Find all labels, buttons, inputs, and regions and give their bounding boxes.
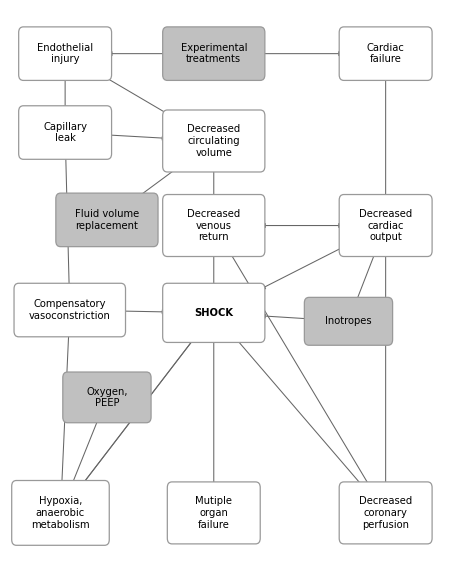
FancyBboxPatch shape (163, 283, 265, 343)
FancyBboxPatch shape (163, 194, 265, 256)
FancyBboxPatch shape (339, 194, 432, 256)
Text: Compensatory
vasoconstriction: Compensatory vasoconstriction (29, 299, 111, 321)
FancyBboxPatch shape (18, 106, 111, 159)
Text: Cardiac
failure: Cardiac failure (367, 43, 405, 64)
FancyBboxPatch shape (12, 481, 109, 545)
Text: Endothelial
injury: Endothelial injury (37, 43, 93, 64)
FancyBboxPatch shape (18, 27, 111, 80)
FancyBboxPatch shape (14, 283, 126, 337)
FancyBboxPatch shape (163, 27, 265, 80)
FancyBboxPatch shape (56, 193, 158, 247)
FancyBboxPatch shape (339, 27, 432, 80)
Text: Capillary
leak: Capillary leak (43, 122, 87, 143)
Text: Inotropes: Inotropes (325, 316, 372, 326)
FancyBboxPatch shape (63, 372, 151, 423)
FancyBboxPatch shape (304, 297, 392, 345)
Text: Decreased
cardiac
output: Decreased cardiac output (359, 209, 412, 242)
FancyBboxPatch shape (339, 482, 432, 544)
FancyBboxPatch shape (167, 482, 260, 544)
Text: Mutiple
organ
failure: Mutiple organ failure (195, 496, 232, 530)
FancyBboxPatch shape (163, 110, 265, 172)
Text: Decreased
venous
return: Decreased venous return (187, 209, 240, 242)
Text: Oxygen,
PEEP: Oxygen, PEEP (86, 386, 128, 408)
Text: Decreased
circulating
volume: Decreased circulating volume (187, 124, 240, 158)
Text: Experimental
treatments: Experimental treatments (181, 43, 247, 64)
Text: SHOCK: SHOCK (194, 308, 233, 318)
Text: Fluid volume
replacement: Fluid volume replacement (75, 209, 139, 231)
Text: Decreased
coronary
perfusion: Decreased coronary perfusion (359, 496, 412, 530)
Text: Hypoxia,
anaerobic
metabolism: Hypoxia, anaerobic metabolism (31, 496, 90, 530)
